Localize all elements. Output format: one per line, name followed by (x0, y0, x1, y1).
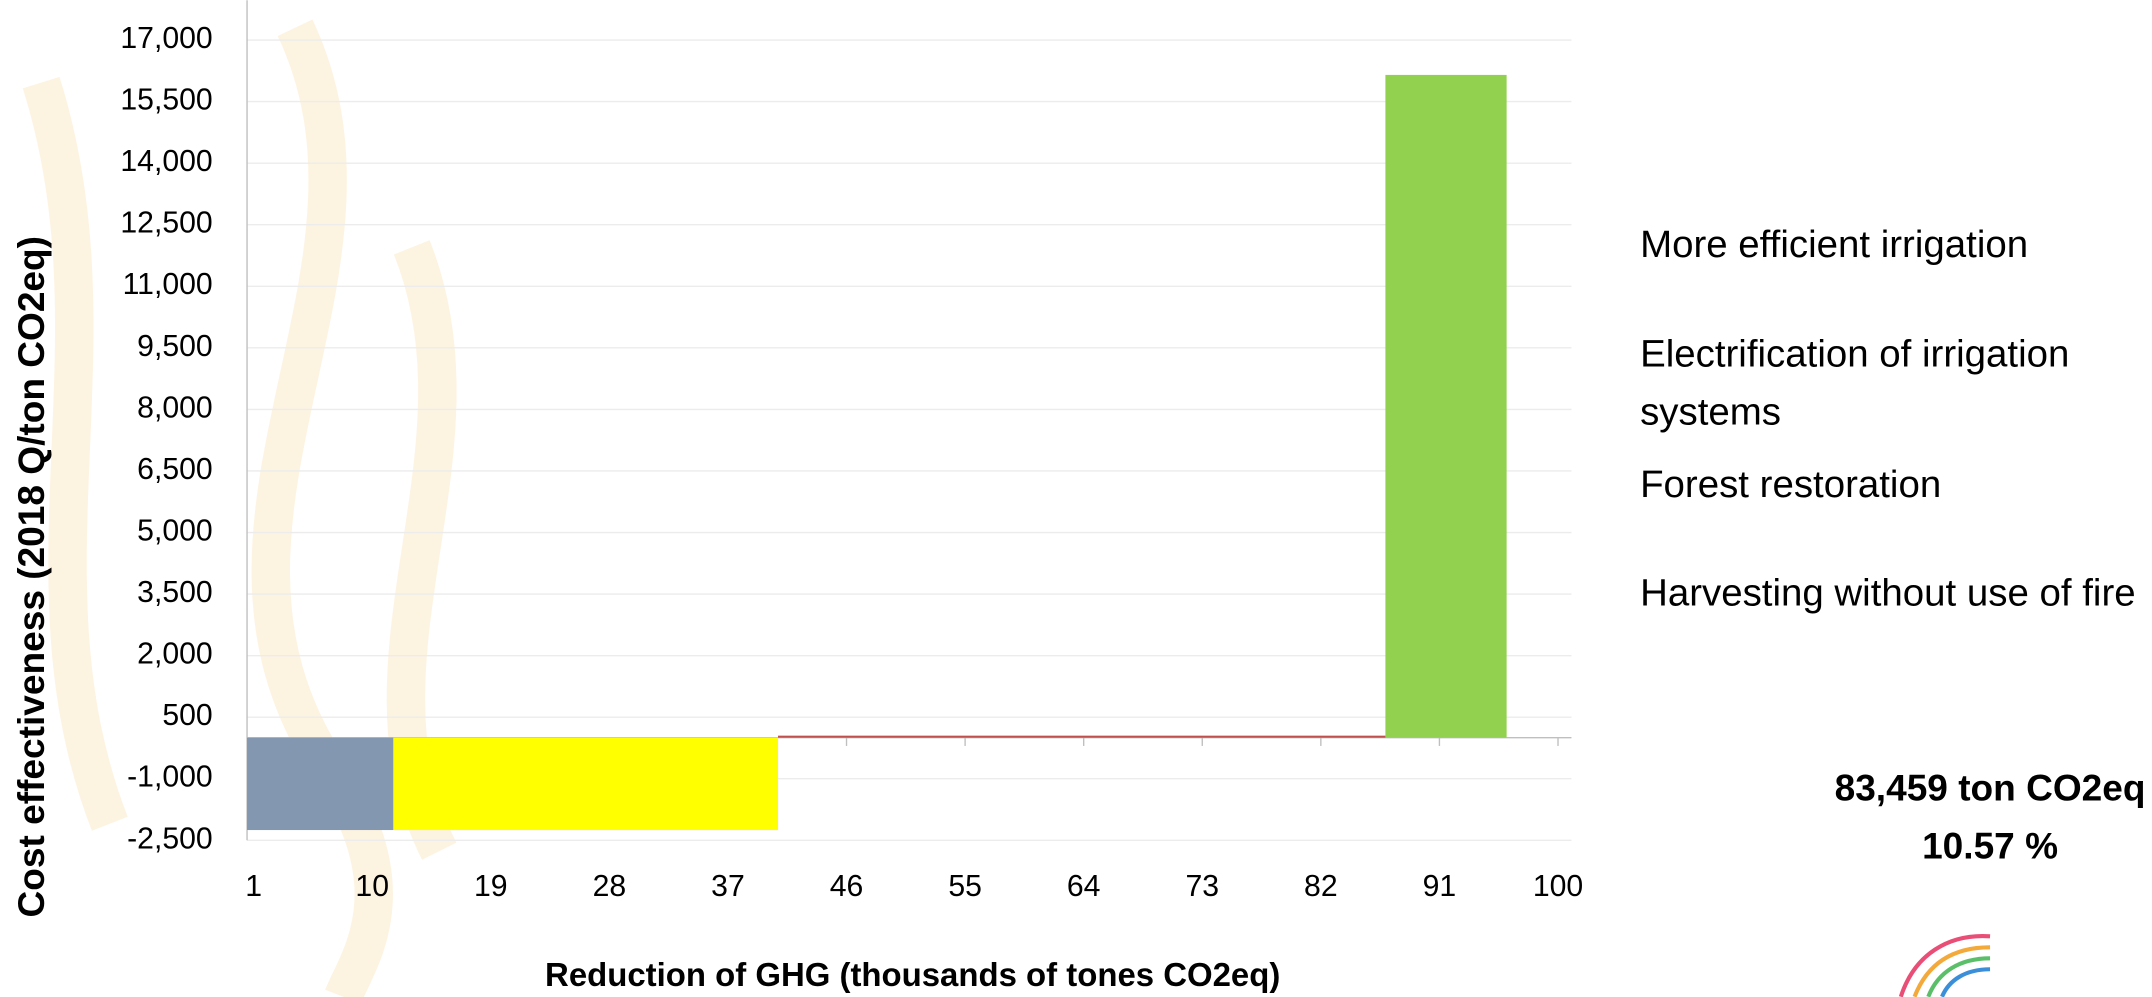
x-tick-label: 28 (593, 870, 627, 903)
x-tick-label: 19 (474, 870, 508, 903)
background-decoration (22, 19, 457, 997)
x-tick-label: 73 (1185, 870, 1219, 903)
logo (1898, 934, 1991, 997)
annotation: 10.57 % (1922, 824, 2058, 866)
y-tick-label: 8,000 (137, 391, 213, 424)
y-tick-label: 9,500 (137, 330, 213, 363)
x-tick-label: 1 (245, 870, 262, 903)
bar (393, 737, 779, 831)
legend-item: Harvesting without use of fire (1640, 571, 2136, 614)
y-tick-label: 3,500 (137, 576, 213, 609)
legend-label: More efficient irrigation (1640, 222, 2029, 266)
x-tick-label: 37 (711, 870, 745, 903)
bar (1385, 74, 1507, 738)
x-tick-label: 64 (1067, 870, 1101, 903)
y-tick-label: 12,500 (120, 207, 212, 240)
y-tick-label: 17,000 (120, 22, 212, 55)
x-tick-label: 10 (355, 870, 389, 903)
y-tick-label: 2,000 (137, 638, 213, 671)
y-tick-label: 6,500 (137, 453, 213, 486)
y-tick-label: 500 (162, 699, 212, 732)
y-tick-label: 14,000 (120, 145, 212, 178)
legend-label: Harvesting without use of fire (1640, 571, 2136, 614)
legend-label: Forest restoration (1640, 462, 1942, 506)
y-axis-title: Cost effectiveness (2018 Q/ton CO2eq) (10, 236, 52, 917)
y-tick-label: -2,500 (127, 822, 213, 855)
legend-item: Forest restoration (1640, 462, 1942, 506)
y-tick-label: 15,500 (120, 84, 212, 117)
legend-item: More efficient irrigation (1640, 222, 2029, 266)
x-tick-label: 91 (1423, 870, 1457, 903)
y-tick-label: -1,000 (127, 761, 213, 794)
annotation: 83,459 ton CO2eq (1835, 767, 2146, 809)
bar (778, 735, 1386, 738)
y-tick-label: 5,000 (137, 514, 213, 547)
bar (247, 737, 394, 831)
legend-item: Electrification of irrigation systems (1640, 332, 2070, 433)
x-tick-label: 82 (1304, 870, 1338, 903)
y-tick-label: 11,000 (123, 268, 213, 301)
x-tick-label: 46 (830, 870, 864, 903)
x-tick-label: 100 (1533, 870, 1583, 903)
legend-label: Electrification of irrigation systems (1640, 332, 2070, 433)
x-tick-label: 55 (948, 870, 982, 903)
x-axis-title: Reduction of GHG (thousands of tones CO2… (545, 956, 1280, 993)
